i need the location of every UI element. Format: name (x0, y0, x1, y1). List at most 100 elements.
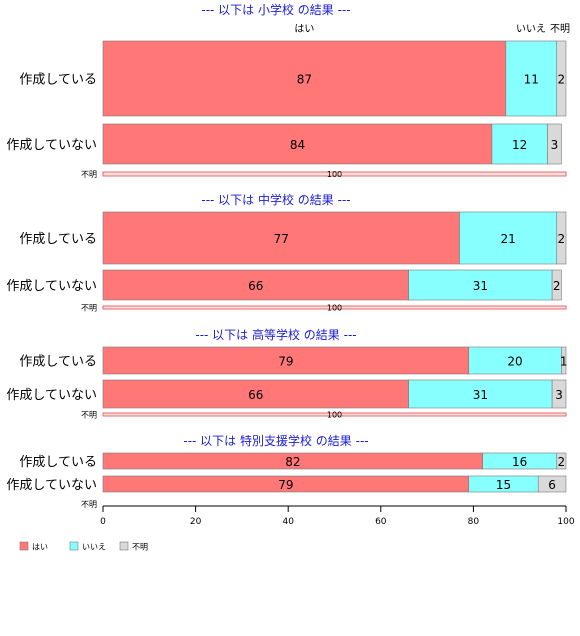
value-label: 2 (558, 455, 566, 469)
x-tick-label: 80 (468, 517, 480, 527)
legend-item: 不明 (119, 541, 148, 552)
panel: --- 以下は 中学校 の結果 --- 作成している 77 21 2 作成していない 66 3… (6, 192, 567, 313)
value-label: 2 (553, 279, 561, 293)
bar-segment (102, 171, 567, 177)
bar-row: 作成している 87 11 2 (19, 40, 567, 117)
value-label: 79 (278, 355, 293, 369)
bar-segment (551, 269, 562, 301)
legend-label: 不明 (132, 543, 148, 552)
bar-segment (505, 40, 558, 117)
row-label: 作成している (19, 73, 97, 88)
value-label: 77 (274, 232, 289, 246)
value-label: 79 (278, 478, 293, 492)
bar-segment (459, 211, 558, 265)
value-label: 21 (500, 232, 515, 246)
value-label: 66 (248, 279, 263, 293)
value-label: 15 (496, 478, 511, 492)
row-label: 作成している (19, 455, 97, 470)
legend-label: はい (32, 543, 48, 552)
bar-row: 作成していない 66 31 3 (6, 379, 567, 409)
x-axis: 0 20 40 60 80 100 (100, 505, 575, 527)
bar-segment (102, 269, 409, 301)
value-label: 3 (551, 138, 559, 152)
column-headers: はい いいえ 不明 (294, 23, 570, 35)
legend-swatch (119, 541, 129, 551)
bar-row: 作成していない 84 12 3 (6, 123, 562, 165)
legend-item: いいえ (69, 541, 106, 552)
value-label: 82 (285, 455, 300, 469)
bar-segment (556, 211, 567, 265)
bar-segment (102, 379, 409, 409)
row-label: 作成していない (6, 478, 97, 493)
column-header-unknown: 不明 (550, 23, 570, 35)
legend-label: いいえ (82, 543, 106, 552)
column-header-no: いいえ (516, 23, 546, 35)
bar-row: 不明 100 (81, 304, 567, 313)
row-label: 作成していない (6, 388, 97, 403)
bar-segment (537, 475, 567, 493)
row-label: 作成していない (6, 138, 97, 153)
x-tick-label: 100 (557, 517, 574, 527)
value-label: 20 (507, 355, 522, 369)
row-label: 不明 (81, 304, 97, 313)
panel-title: --- 以下は 高等学校 の結果 --- (195, 327, 356, 342)
row-label: 不明 (81, 411, 97, 420)
bar-segment (408, 269, 553, 301)
value-label: 100 (327, 170, 342, 179)
bar-row: 作成している 79 20 1 (19, 346, 568, 375)
panel: --- 以下は 小学校 の結果 --- 作成している 87 11 2 作成していない 84 1… (6, 2, 567, 179)
bar-segment (102, 211, 460, 265)
x-tick-label: 0 (100, 517, 106, 527)
value-label: 84 (290, 138, 305, 152)
bar-row: 作成している 77 21 2 (19, 211, 567, 265)
value-label: 1 (560, 355, 568, 369)
legend-swatch (69, 541, 79, 551)
row-label: 不明 (81, 170, 97, 179)
value-label: 66 (248, 388, 263, 402)
value-label: 6 (548, 478, 556, 492)
row-label: 作成している (19, 232, 97, 247)
panel-title: --- 以下は 特別支援学校 の結果 --- (183, 433, 368, 448)
bar-row: 作成していない 79 15 6 (6, 475, 567, 493)
bar-row: 不明 100 (81, 170, 567, 179)
bar-segment (102, 412, 567, 417)
value-label: 2 (558, 73, 566, 87)
bar-segment (468, 346, 562, 375)
bar-row: 作成している 82 16 2 (19, 452, 567, 470)
panel-title: --- 以下は 中学校 の結果 --- (201, 192, 350, 207)
x-tick-label: 60 (375, 517, 387, 527)
bar-segment (561, 346, 567, 375)
bar-segment (102, 305, 567, 310)
legend-swatch (19, 541, 29, 551)
legend: はい いいえ 不明 (19, 541, 148, 552)
x-tick-label: 20 (190, 517, 202, 527)
bar-row: 不明 (81, 500, 97, 509)
bar-row: 作成していない 66 31 2 (6, 269, 562, 301)
bar-segment (102, 40, 507, 117)
value-label: 12 (512, 138, 527, 152)
value-label: 100 (327, 411, 342, 420)
value-label: 2 (558, 232, 566, 246)
value-label: 87 (297, 73, 312, 87)
bar-segment (556, 40, 567, 117)
bar-segment (547, 123, 562, 165)
value-label: 31 (473, 279, 488, 293)
value-label: 16 (512, 455, 527, 469)
bar-segment (556, 452, 567, 470)
bar-segment (551, 379, 567, 409)
legend-item: はい (19, 541, 48, 552)
row-label: 不明 (81, 500, 97, 509)
panel: --- 以下は 高等学校 の結果 --- 作成している 79 20 1 作成していない 66… (6, 327, 567, 420)
value-label: 100 (327, 304, 342, 313)
column-header-yes: はい (294, 23, 314, 35)
value-label: 31 (473, 388, 488, 402)
value-label: 3 (555, 388, 563, 402)
value-label: 11 (524, 73, 539, 87)
row-label: 作成している (19, 355, 97, 370)
row-label: 作成していない (6, 279, 97, 294)
x-tick-label: 40 (282, 517, 294, 527)
bar-row: 不明 100 (81, 411, 567, 420)
panel-title: --- 以下は 小学校 の結果 --- (201, 2, 350, 17)
